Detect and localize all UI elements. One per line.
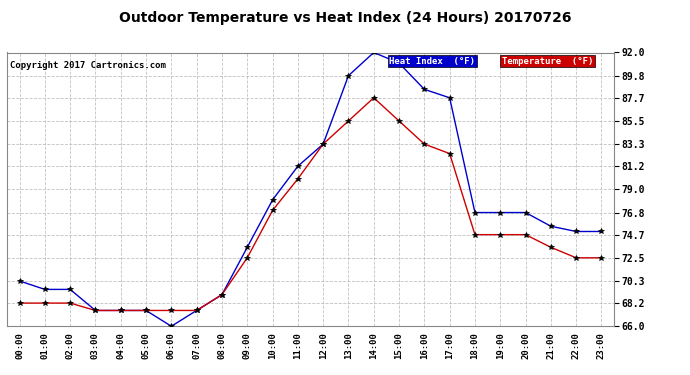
Text: Outdoor Temperature vs Heat Index (24 Hours) 20170726: Outdoor Temperature vs Heat Index (24 Ho… — [119, 11, 571, 25]
Text: Temperature  (°F): Temperature (°F) — [502, 57, 593, 66]
Text: Heat Index  (°F): Heat Index (°F) — [389, 57, 475, 66]
Text: Copyright 2017 Cartronics.com: Copyright 2017 Cartronics.com — [10, 61, 166, 70]
